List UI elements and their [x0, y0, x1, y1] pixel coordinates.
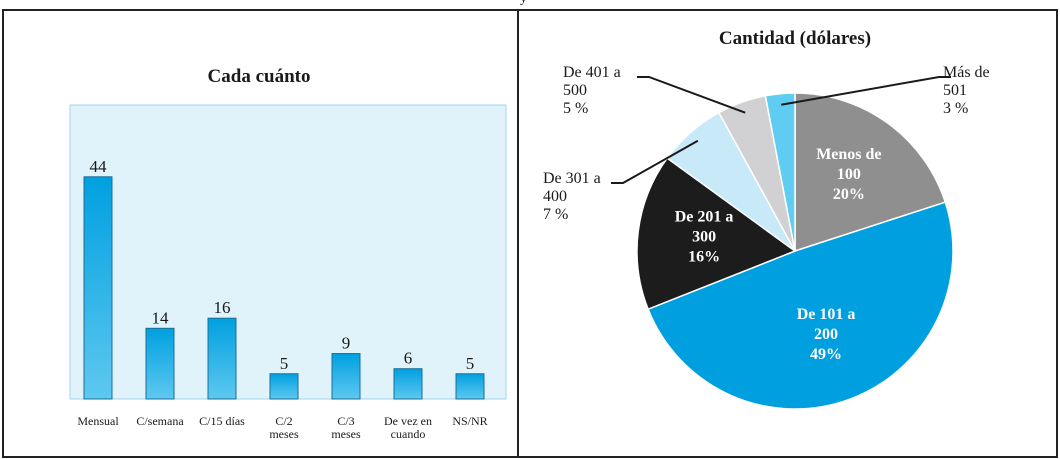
pie-leader-line — [780, 76, 951, 106]
bar — [331, 353, 361, 400]
bar-category-label: C/3 meses — [331, 414, 361, 441]
pie-slice-label: De 201 a 300 16% — [675, 209, 734, 266]
bar-value-label: 9 — [342, 334, 351, 353]
pie-leader-line — [637, 76, 746, 114]
page-fragment-text: y — [520, 0, 527, 7]
bar-value-label: 44 — [90, 157, 108, 176]
bar-category-label: De vez en cuando — [384, 414, 432, 441]
pie-slice-label: De 101 a 200 49% — [797, 306, 856, 363]
pie-slice — [794, 92, 947, 253]
bar — [83, 176, 113, 400]
bar — [269, 373, 299, 400]
pie-chart-panel: Cantidad (dólares) Menos de 100 20% De 101 … — [517, 9, 1058, 458]
bar-category-label: C/15 días — [199, 414, 245, 428]
bar-chart-panel: Cada cuánto 44 Mensual 14 C/semana 16 C/15 dí… — [2, 9, 519, 458]
pie-slice — [647, 201, 954, 410]
pie-slice-label: Más de 501 3 % — [943, 64, 990, 117]
bar — [393, 368, 423, 400]
pie-slice-label: Menos de 100 20% — [816, 146, 881, 203]
pie-slice-label: De 301 a 400 7 % — [543, 170, 601, 223]
bar-category-label: C/2 meses — [269, 414, 299, 441]
bar — [207, 317, 237, 400]
bar-chart-title: Cada cuánto — [208, 66, 311, 87]
bar-value-label: 6 — [404, 349, 413, 368]
bar — [145, 327, 175, 400]
pie-leader-line — [611, 139, 699, 184]
bar-value-label: 16 — [214, 298, 231, 317]
bar-chart: Cada cuánto 44 Mensual 14 C/semana 16 C/15 dí… — [69, 66, 507, 441]
bar-category-label: NS/NR — [452, 414, 487, 428]
bar-value-label: 5 — [466, 354, 475, 373]
bar-category-label: Mensual — [77, 414, 119, 428]
bar-value-label: 14 — [152, 308, 170, 327]
bar-plot-area — [69, 104, 507, 400]
bar-value-label: 5 — [280, 354, 289, 373]
pie-chart-title: Cantidad (dólares) — [719, 28, 871, 49]
pie-slice — [636, 157, 797, 311]
bar-category-label: C/semana — [136, 414, 184, 428]
pie-slice-label: De 401 a 500 5 % — [563, 64, 621, 117]
pie-slice — [764, 92, 796, 252]
pie-chart: Cantidad (dólares) Menos de 100 20% De 101 … — [543, 28, 990, 410]
bar — [455, 373, 485, 400]
